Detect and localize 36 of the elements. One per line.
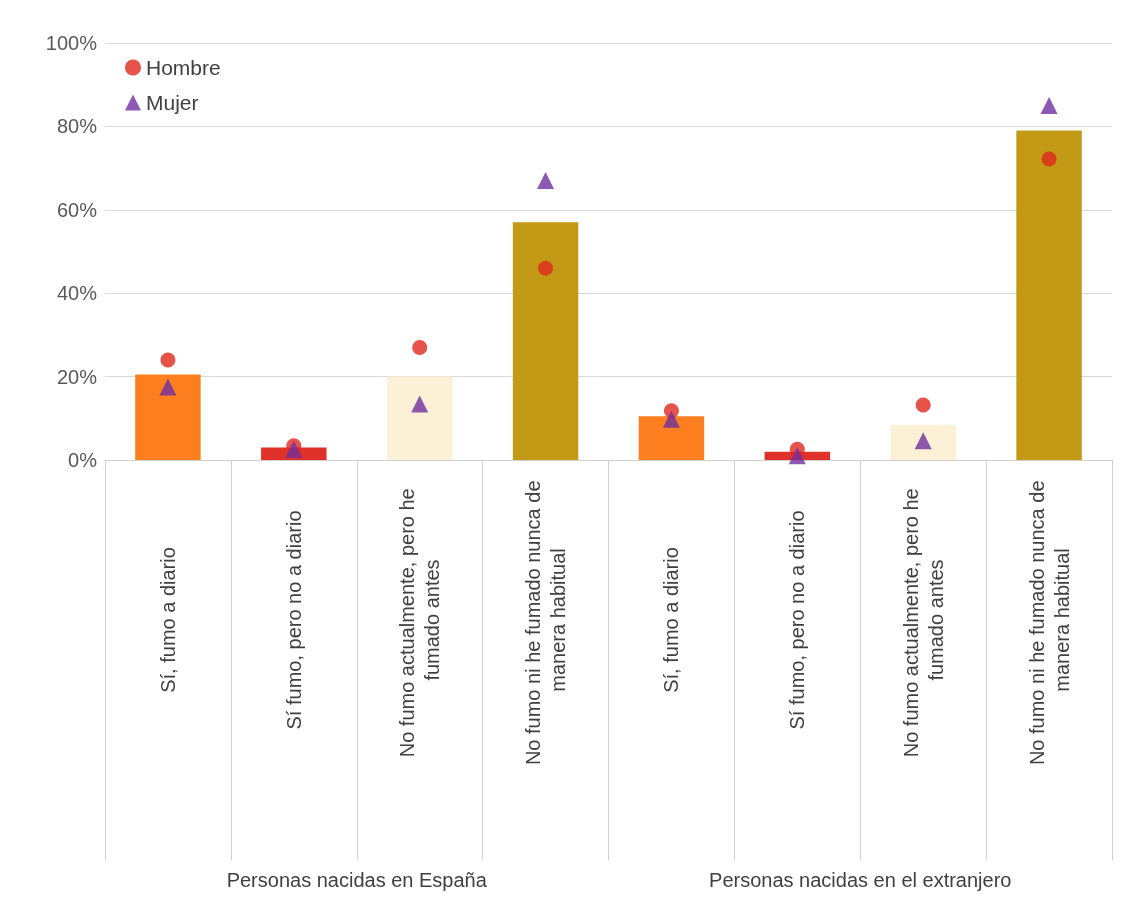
point: [160, 352, 176, 368]
bar: [512, 222, 579, 460]
legend-label: Hombre: [146, 56, 221, 79]
x-tick-label: Sí, fumo a diario: [660, 547, 683, 693]
y-tick-label: 60%: [56, 198, 98, 221]
bar: [135, 374, 201, 460]
point: [788, 447, 806, 465]
y-tick-label: 100%: [45, 32, 98, 54]
y-tick-label: 80%: [56, 115, 98, 138]
x-tick-label: Sí fumo, pero no a diario: [282, 510, 305, 730]
bar: [1016, 130, 1082, 460]
y-tick-label: 20%: [56, 365, 98, 388]
text: Personas nacidas en el extranjero: [709, 869, 1012, 891]
x-tick-label: No fumo ni he fumado nunca de manera habitual: [1025, 474, 1073, 766]
text: Personas nacidas en España: [226, 869, 488, 891]
point: [412, 339, 428, 355]
y-tick-label: 40%: [56, 282, 98, 305]
x-tick-label: Sí fumo, pero no a diario: [786, 510, 809, 730]
legend-label: Mujer: [146, 91, 199, 114]
y-tick-label: 0%: [68, 449, 98, 471]
point: [1040, 97, 1058, 115]
point: [159, 378, 177, 396]
point: [411, 395, 429, 413]
x-tick-label: Sí, fumo a diario: [156, 547, 179, 693]
bar: [386, 376, 453, 460]
x-tick-label: No fumo actualmente, pero he fumado antes: [899, 482, 947, 758]
bar: [890, 424, 956, 460]
point: [1041, 151, 1057, 167]
point: [285, 440, 303, 458]
bar: [638, 416, 705, 460]
point: [538, 260, 554, 276]
point: [537, 172, 555, 190]
x-tick-label: No fumo actualmente, pero he fumado antes: [396, 482, 444, 758]
point: [915, 397, 931, 413]
x-tick-label: No fumo ni he fumado nunca de manera habitual: [522, 474, 570, 766]
point: [662, 410, 680, 428]
